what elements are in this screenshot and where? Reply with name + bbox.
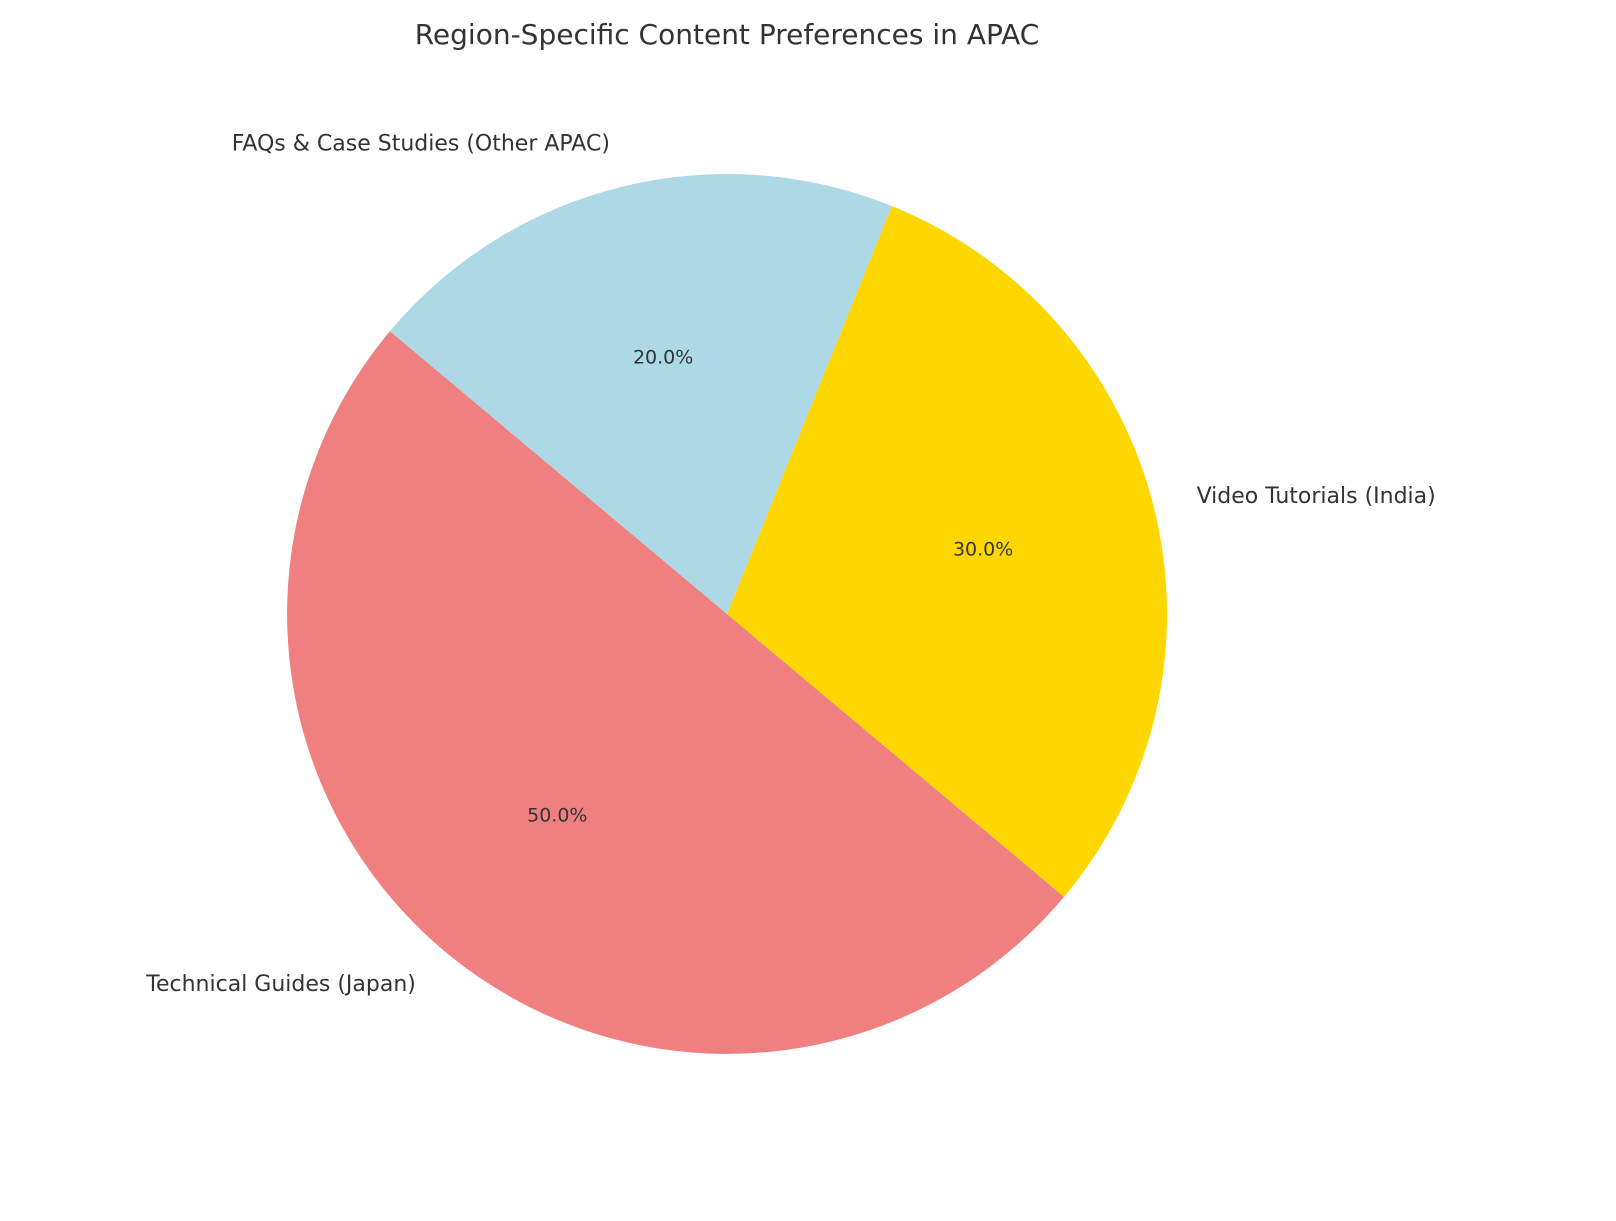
slice-label: Video Tutorials (India): [1197, 484, 1436, 509]
chart-title: Region-Specific Content Preferences in A…: [415, 18, 1040, 51]
pie-slice: [389, 173, 892, 614]
pie-slice: [287, 331, 1065, 1054]
pie-slice: [727, 206, 1167, 897]
value-label: 20.0%: [633, 346, 693, 368]
value-label: 50.0%: [527, 805, 587, 827]
slice-label: FAQs & Case Studies (Other APAC): [232, 131, 610, 156]
value-label: 30.0%: [953, 539, 1013, 561]
slice-label: Technical Guides (Japan): [145, 972, 416, 997]
